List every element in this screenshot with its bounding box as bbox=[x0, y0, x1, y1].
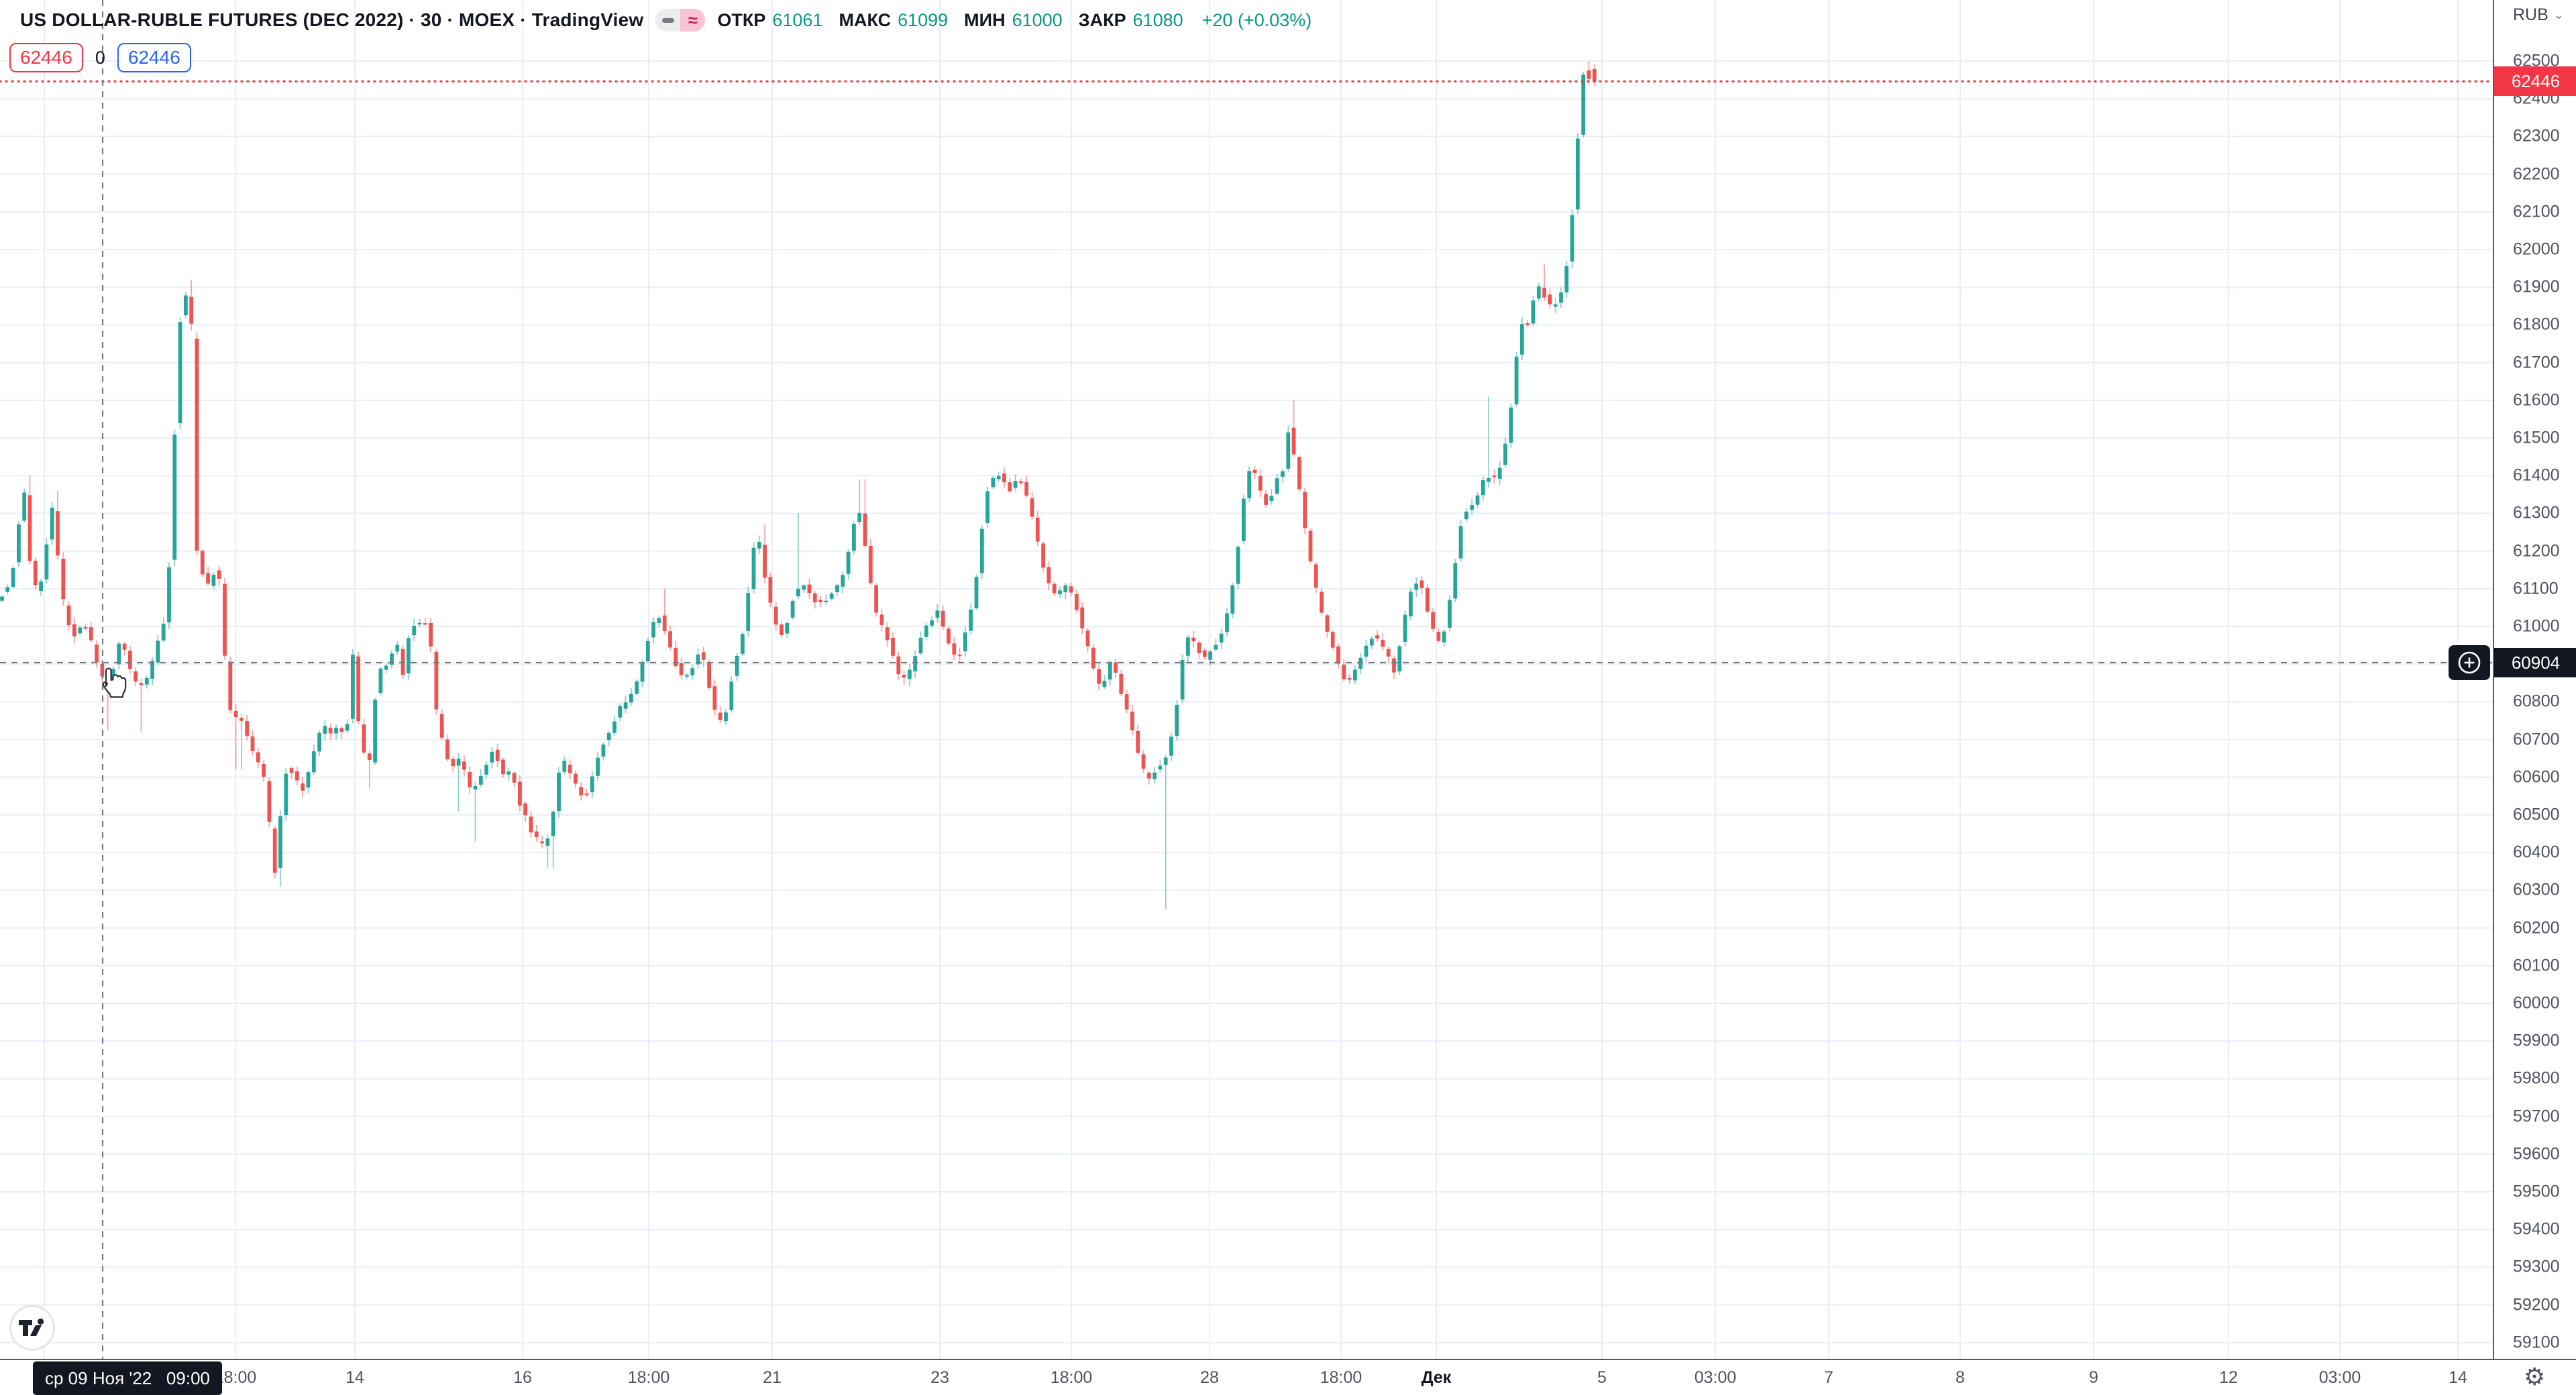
price-tick-label: 60000 bbox=[2513, 993, 2560, 1013]
time-tick-label: 8 bbox=[1955, 1368, 1965, 1387]
candlestick-chart[interactable] bbox=[0, 0, 2493, 1359]
tradingview-logo[interactable] bbox=[9, 1305, 55, 1351]
price-tick-label: 59500 bbox=[2513, 1182, 2560, 1201]
time-tick-label: 18:00 bbox=[1320, 1368, 1362, 1387]
price-tick-label: 62000 bbox=[2513, 239, 2560, 259]
change-value: +20 (+0.03%) bbox=[1201, 9, 1312, 30]
price-tick-label: 59400 bbox=[2513, 1219, 2560, 1239]
crosshair-time-label: ср 09 Ноя '22 09:00 bbox=[33, 1361, 222, 1395]
time-tick-label: 21 bbox=[763, 1368, 782, 1387]
price-tick-label: 60800 bbox=[2513, 691, 2560, 711]
ohlc-toggle-pill[interactable]: ≈ bbox=[655, 9, 706, 32]
time-tick-label: 28 bbox=[1200, 1368, 1219, 1387]
time-tick-label: 18:00 bbox=[627, 1368, 670, 1387]
chevron-down-icon: ⌄ bbox=[2553, 8, 2564, 21]
bid-badge[interactable]: 62446 bbox=[9, 43, 83, 72]
time-tick-label: 23 bbox=[930, 1368, 949, 1387]
open-value: 61061 bbox=[772, 9, 823, 30]
time-tick-label: 9 bbox=[2089, 1368, 2098, 1387]
last-price-label: 62446 bbox=[2494, 66, 2576, 97]
price-tick-label: 61400 bbox=[2513, 465, 2560, 485]
time-tick-label: 14 bbox=[345, 1368, 364, 1387]
price-tick-label: 59300 bbox=[2513, 1257, 2560, 1276]
price-tick-label: 60400 bbox=[2513, 842, 2560, 862]
price-tick-label: 60200 bbox=[2513, 918, 2560, 938]
time-axis[interactable]: 18:00 14 16 18:00 21 23 18:00 28 18:00 Дек 5 03:00 7… bbox=[0, 1359, 2576, 1395]
dash-icon bbox=[655, 9, 681, 32]
price-tick-label: 60300 bbox=[2513, 880, 2560, 899]
ohlc-readout: ОТКР 61061 МАКС 61099 МИН 61000 ЗАКР 610… bbox=[717, 10, 1311, 31]
time-tick-label: 7 bbox=[1824, 1368, 1833, 1387]
gear-icon[interactable]: ⚙ bbox=[2524, 1363, 2546, 1390]
time-tick-label: 03:00 bbox=[2318, 1368, 2361, 1387]
close-value: 61080 bbox=[1132, 9, 1183, 30]
spread-value: 0 bbox=[95, 47, 105, 68]
price-tick-label: 60700 bbox=[2513, 730, 2560, 749]
time-tick-label: 16 bbox=[513, 1368, 532, 1387]
price-tick-label: 61200 bbox=[2513, 541, 2560, 561]
crosshair-price-label: 60904 bbox=[2494, 648, 2576, 677]
time-tick-label: 18:00 bbox=[1050, 1368, 1093, 1387]
price-tick-label: 61700 bbox=[2513, 353, 2560, 372]
time-tick-label: 12 bbox=[2219, 1368, 2238, 1387]
price-tick-label: 61300 bbox=[2513, 503, 2560, 522]
price-tick-label: 59900 bbox=[2513, 1031, 2560, 1050]
price-tick-label: 61500 bbox=[2513, 428, 2560, 447]
chart-plot-area[interactable] bbox=[0, 0, 2493, 1359]
high-value: 61099 bbox=[898, 9, 949, 30]
time-tick-label: 5 bbox=[1597, 1368, 1607, 1387]
time-tick-label: 03:00 bbox=[1694, 1368, 1737, 1387]
approx-icon: ≈ bbox=[680, 9, 706, 32]
price-tick-label: 60600 bbox=[2513, 767, 2560, 787]
price-tick-label: 59200 bbox=[2513, 1295, 2560, 1315]
price-tick-label: 59700 bbox=[2513, 1107, 2560, 1126]
price-tick-label: 61000 bbox=[2513, 616, 2560, 636]
price-tick-label: 61600 bbox=[2513, 390, 2560, 410]
time-tick-label: Дек bbox=[1421, 1368, 1452, 1387]
price-tick-label: 62100 bbox=[2513, 202, 2560, 221]
low-label: МИН bbox=[964, 9, 1006, 30]
tv-monogram-icon bbox=[19, 1318, 44, 1336]
price-tick-label: 60500 bbox=[2513, 805, 2560, 824]
bid-ask-row: 62446 0 62446 bbox=[9, 43, 191, 72]
ask-badge[interactable]: 62446 bbox=[117, 43, 191, 72]
open-label: ОТКР bbox=[717, 9, 766, 30]
cursor-hand-icon bbox=[102, 667, 127, 698]
price-tick-label: 62200 bbox=[2513, 164, 2560, 184]
currency-label[interactable]: RUB ⌄ bbox=[2513, 5, 2564, 24]
price-tick-label: 61100 bbox=[2513, 579, 2559, 598]
chart-legend: US DOLLAR-RUBLE FUTURES (DEC 2022) · 30 … bbox=[20, 5, 1311, 35]
time-tick-label: 14 bbox=[2449, 1368, 2467, 1387]
add-order-button[interactable] bbox=[2449, 645, 2490, 680]
plus-circle-icon bbox=[2458, 651, 2481, 674]
symbol-title[interactable]: US DOLLAR-RUBLE FUTURES (DEC 2022) · 30 … bbox=[20, 9, 644, 30]
price-axis[interactable]: RUB ⌄ 59100 59200 59300 59400 59500 59600 5970… bbox=[2493, 0, 2576, 1395]
low-value: 61000 bbox=[1012, 9, 1063, 30]
price-tick-label: 62300 bbox=[2513, 126, 2560, 146]
high-label: МАКС bbox=[839, 9, 892, 30]
price-tick-label: 59100 bbox=[2513, 1333, 2560, 1352]
price-tick-label: 59600 bbox=[2513, 1144, 2560, 1164]
close-label: ЗАКР bbox=[1078, 9, 1126, 30]
price-tick-label: 61900 bbox=[2513, 277, 2560, 296]
price-tick-label: 59800 bbox=[2513, 1068, 2560, 1088]
price-tick-label: 60100 bbox=[2513, 956, 2560, 975]
price-tick-label: 61800 bbox=[2513, 315, 2560, 334]
